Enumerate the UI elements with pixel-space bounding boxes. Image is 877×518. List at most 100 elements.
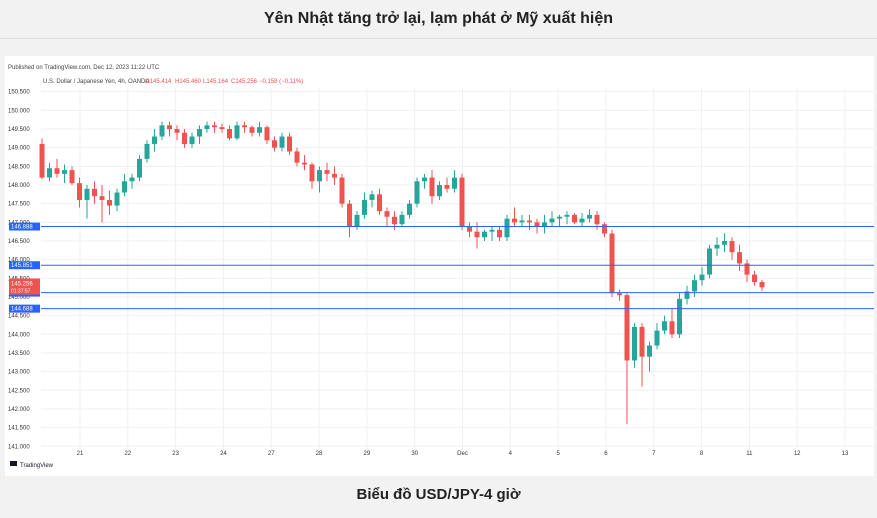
symbol-label: U.S. Dollar / Japanese Yen, 4h, OANDA <box>43 79 149 85</box>
countdown-label: 01:37:57 <box>11 288 31 294</box>
candle <box>144 140 150 163</box>
candle <box>84 185 90 219</box>
candle <box>587 209 592 223</box>
y-tick-label: 150.500 <box>8 90 30 96</box>
candle-body <box>114 192 120 206</box>
levels: 146.888145.851145.118144.688145.25601:37… <box>9 222 874 313</box>
candle-body <box>272 140 277 148</box>
candle <box>152 129 157 152</box>
candle <box>549 211 555 227</box>
candle <box>69 166 75 186</box>
candle <box>632 323 637 368</box>
tradingview-watermark: TradingView <box>10 461 54 469</box>
candle <box>174 125 180 141</box>
tradingview-logo-icon <box>10 461 17 466</box>
candle-body <box>564 214 570 217</box>
candle-body <box>189 136 195 144</box>
x-tick-label: 28 <box>316 451 323 457</box>
candle <box>497 226 502 242</box>
candle-body <box>197 129 202 137</box>
candle-body <box>69 170 75 184</box>
candle <box>257 121 262 137</box>
candle-body <box>594 214 600 225</box>
candle <box>399 211 405 227</box>
candle <box>414 177 420 208</box>
candlestick-chart[interactable]: Published on TradingView.com, Dec 12, 20… <box>5 56 874 476</box>
candle <box>489 226 495 242</box>
page-title: Yên Nhật tăng trở lại, lạm phát ở Mỹ xuấ… <box>263 10 614 27</box>
candle <box>669 308 675 339</box>
candle <box>572 213 577 225</box>
chart-panel: Published on TradingView.com, Dec 12, 20… <box>5 56 874 476</box>
y-tick-label: 149.000 <box>8 146 30 152</box>
candle <box>197 125 202 144</box>
candle <box>429 170 435 204</box>
y-tick-label: 148.000 <box>8 183 30 189</box>
ohlc-close: C145.256 <box>231 79 258 85</box>
symbol-line: U.S. Dollar / Japanese Yen, 4h, OANDA O1… <box>43 79 303 85</box>
candle-body <box>414 181 420 204</box>
candle <box>324 162 330 182</box>
candle-body <box>227 129 232 139</box>
candle <box>699 267 705 286</box>
candle <box>99 185 105 223</box>
candle <box>107 190 112 215</box>
y-tick-label: 143.000 <box>8 370 30 376</box>
x-axis: 21 22 23 24 27 28 29 30 Dec 4 5 6 7 8 11 12 13 <box>77 451 849 457</box>
ohlc-open: O145.414 <box>145 79 172 85</box>
candle <box>542 214 547 234</box>
ohlc-high: H145.460 <box>175 79 202 85</box>
candle <box>422 173 427 189</box>
candle <box>122 173 127 197</box>
candle <box>47 162 52 182</box>
candle <box>362 192 367 219</box>
last-price-label: 145.256 <box>11 281 33 287</box>
candle <box>512 207 517 227</box>
candle-body <box>264 127 270 141</box>
x-tick-label: 13 <box>842 451 849 457</box>
x-tick-label: Dec <box>457 451 468 457</box>
y-tick-label: 144.000 <box>8 332 30 338</box>
candle-body <box>122 181 127 193</box>
candle <box>129 173 135 189</box>
candle <box>189 132 195 148</box>
candle-body <box>92 188 97 197</box>
candle <box>264 125 270 144</box>
x-tick-label: 8 <box>700 451 704 457</box>
candle-body <box>354 214 360 227</box>
candle <box>369 190 375 208</box>
candle <box>692 274 697 297</box>
candle <box>62 164 67 184</box>
candle <box>137 155 142 182</box>
candle <box>459 173 465 230</box>
candle <box>752 270 757 286</box>
candle <box>39 138 45 180</box>
candle-body <box>152 136 157 144</box>
candle <box>624 293 630 424</box>
y-tick-label: 148.500 <box>8 164 30 170</box>
published-note: Published on TradingView.com, Dec 12, 20… <box>8 65 160 71</box>
candle-body <box>212 125 217 128</box>
grid <box>41 88 874 450</box>
candle-body <box>609 233 615 294</box>
candle-body <box>549 218 555 223</box>
candle-body <box>572 214 577 223</box>
x-tick-label: 7 <box>652 451 656 457</box>
candle-body <box>437 185 442 197</box>
y-tick-label: 142.500 <box>8 388 30 394</box>
y-tick-label: 141.500 <box>8 426 30 432</box>
candle-body <box>534 222 540 227</box>
candle-body <box>294 151 300 163</box>
candle-body <box>647 345 652 357</box>
candle-body <box>527 220 532 223</box>
candle-body <box>677 298 682 335</box>
candle-body <box>362 199 367 215</box>
candle <box>737 244 742 271</box>
x-tick-label: 11 <box>746 451 753 457</box>
candle-body <box>392 216 397 225</box>
x-tick-label: 4 <box>509 451 513 457</box>
candle-body <box>662 321 667 331</box>
figure-caption: Biểu đồ USD/JPY-4 giờ <box>356 486 521 503</box>
candle-body <box>692 280 697 292</box>
candle <box>92 181 97 204</box>
